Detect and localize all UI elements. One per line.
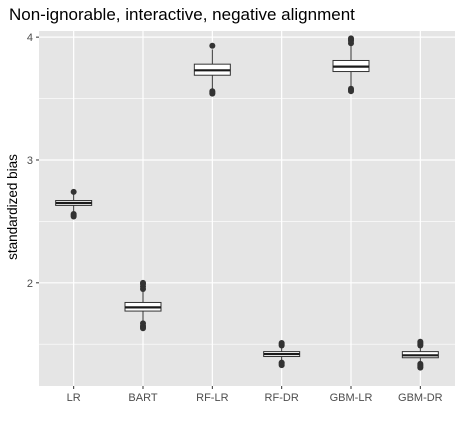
outlier-point bbox=[70, 213, 77, 220]
outlier-point bbox=[278, 340, 285, 347]
outlier-point bbox=[417, 364, 424, 371]
outlier-point bbox=[140, 279, 146, 286]
outlier-point bbox=[70, 188, 77, 195]
y-tick-label: 3 bbox=[27, 155, 33, 167]
x-tick-label: RF-DR bbox=[265, 392, 299, 404]
plot-area: 2 3 4 LR BART RF-LR RF-DR GBM-LR GBM-DR bbox=[27, 31, 455, 404]
outlier-point bbox=[209, 90, 216, 97]
panel-background bbox=[39, 31, 455, 386]
y-tick-label: 2 bbox=[27, 278, 33, 290]
outlier-point bbox=[140, 325, 146, 332]
x-tick-label: GBM-LR bbox=[330, 392, 373, 404]
x-tick-label: GBM-DR bbox=[398, 392, 443, 404]
y-axis-label: standardized bias bbox=[5, 154, 20, 260]
outlier-point bbox=[278, 362, 285, 369]
outlier-point bbox=[209, 42, 216, 49]
outlier-point bbox=[348, 88, 354, 95]
y-tick-label: 4 bbox=[27, 32, 33, 44]
x-tick-label: RF-LR bbox=[196, 392, 228, 404]
outlier-point bbox=[417, 338, 424, 345]
outlier-point bbox=[348, 35, 354, 42]
x-tick-label: LR bbox=[67, 392, 81, 404]
chart-title: Non-ignorable, interactive, negative ali… bbox=[9, 5, 355, 24]
x-tick-label: BART bbox=[128, 392, 157, 404]
